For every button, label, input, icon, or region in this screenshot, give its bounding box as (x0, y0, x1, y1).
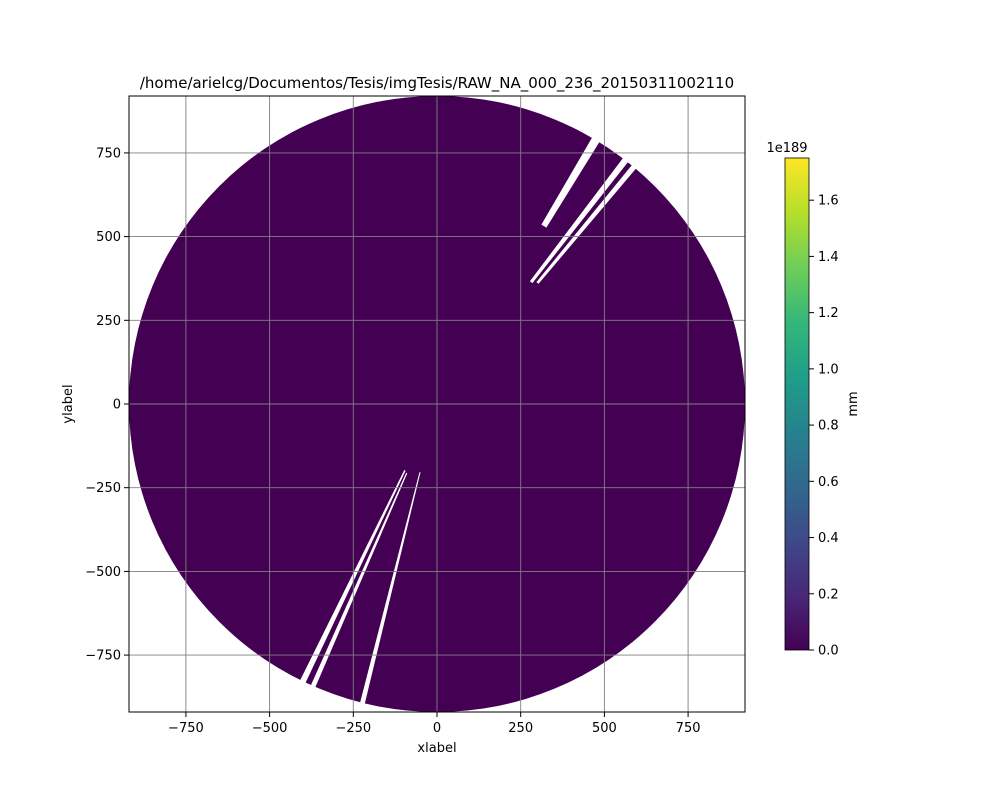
x-tick-label: −250 (335, 721, 371, 736)
data-gap-2 (529, 153, 632, 284)
y-tick-label: 500 (96, 230, 121, 245)
y-tick-label: 250 (96, 314, 121, 329)
y-axis: −750 −500 −250 0 250 500 750 (85, 146, 129, 664)
data-gap-5 (308, 472, 408, 694)
colorbar-tick-label: 0.2 (818, 587, 839, 602)
colorbar-tick-label: 1.6 (818, 194, 839, 209)
data-gap-3 (536, 160, 641, 284)
y-tick-label: 0 (113, 398, 121, 413)
chart-title: /home/arielcg/Documentos/Tesis/imgTesis/… (140, 74, 734, 93)
x-tick-label: 250 (508, 721, 533, 736)
colorbar-tick-label: 0.6 (818, 475, 839, 490)
colorbar-tick-label: 1.0 (818, 362, 839, 377)
plot-area (129, 96, 745, 712)
colorbar-offset-text: 1e189 (766, 141, 807, 156)
y-tick-label: 750 (96, 146, 121, 161)
colorbar-ticks: 0.0 0.2 0.4 0.6 0.8 1.0 1.2 1.4 1.6 (809, 194, 839, 659)
y-tick-label: −250 (85, 481, 121, 496)
x-tick-label: 0 (433, 721, 441, 736)
colorbar-label: mm (846, 391, 861, 416)
colorbar-tick-label: 0.4 (818, 531, 839, 546)
colorbar-tick-label: 0.0 (818, 644, 839, 659)
x-axis-label: xlabel (417, 741, 456, 756)
colorbar-gradient (784, 157, 810, 651)
y-axis-label: ylabel (61, 384, 76, 423)
colorbar-tick-label: 0.8 (818, 419, 839, 434)
x-tick-label: 750 (676, 721, 701, 736)
grid-lines (129, 96, 745, 712)
colorbar: 0.0 0.2 0.4 0.6 0.8 1.0 1.2 1.4 1.6 1e189 mm (766, 141, 861, 659)
y-tick-label: −500 (85, 565, 121, 580)
x-tick-label: −500 (252, 721, 288, 736)
data-gap-6 (358, 472, 421, 710)
data-gap-4 (297, 470, 406, 689)
y-tick-label: −750 (85, 649, 121, 664)
x-tick-label: 500 (592, 721, 617, 736)
data-gap-1 (541, 132, 603, 228)
colorbar-tick-label: 1.2 (818, 306, 839, 321)
colorbar-tick-label: 1.4 (818, 250, 839, 265)
x-tick-label: −750 (168, 721, 204, 736)
x-axis: −750 −500 −250 0 250 500 750 (168, 712, 701, 736)
